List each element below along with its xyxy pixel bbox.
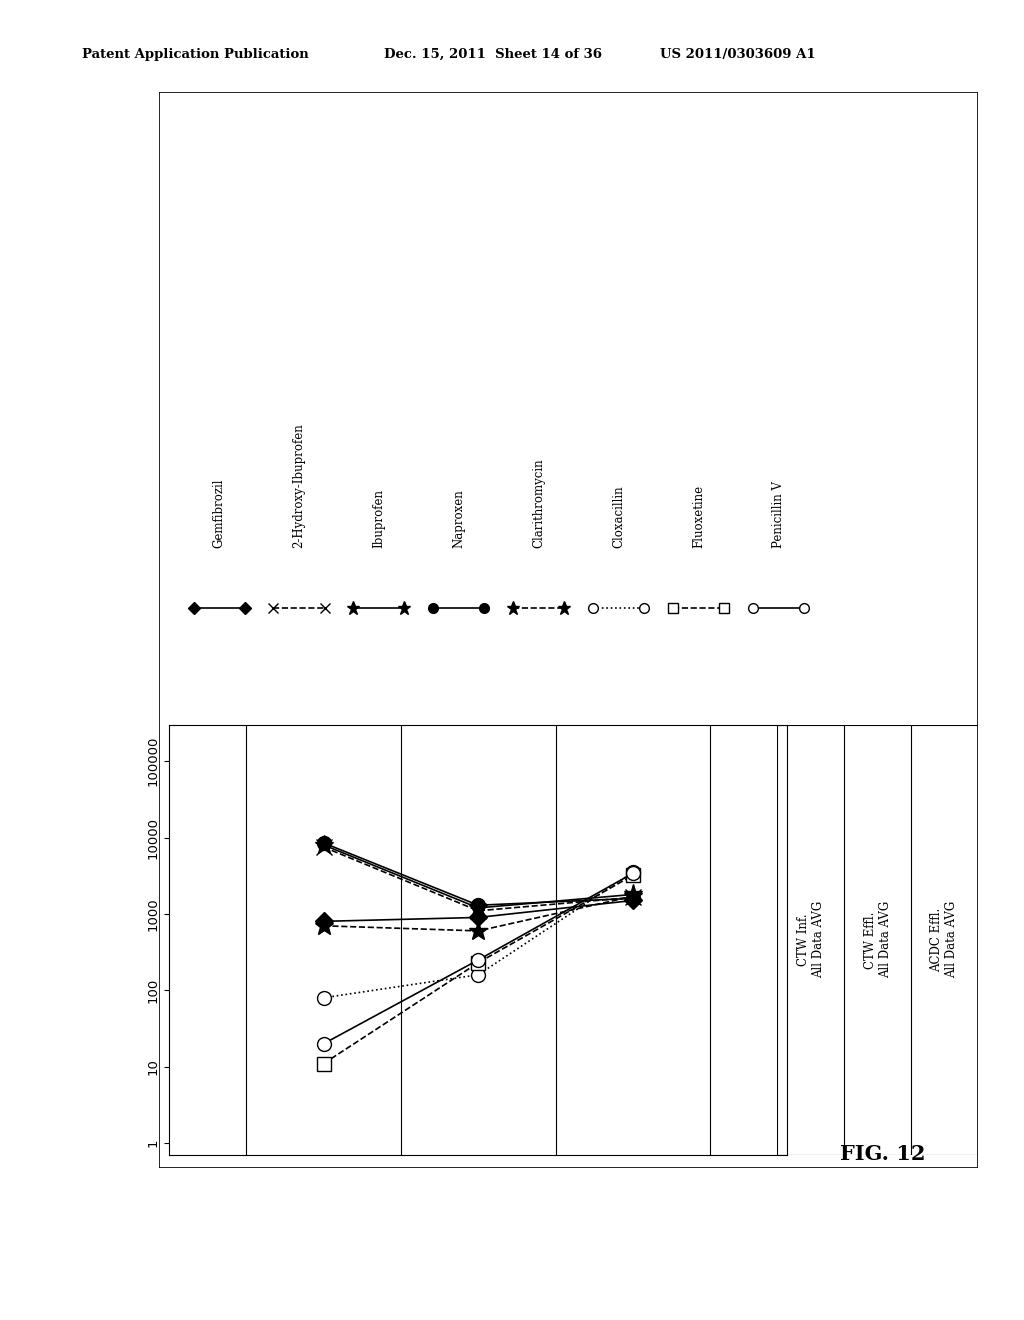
- Text: Gemfibrozil: Gemfibrozil: [213, 478, 225, 548]
- Text: Patent Application Publication: Patent Application Publication: [82, 48, 308, 61]
- Text: 2-Hydroxy-Ibuprofen: 2-Hydroxy-Ibuprofen: [293, 422, 305, 548]
- Text: Ibuprofen: Ibuprofen: [373, 488, 385, 548]
- Text: Dec. 15, 2011  Sheet 14 of 36: Dec. 15, 2011 Sheet 14 of 36: [384, 48, 602, 61]
- Text: US 2011/0303609 A1: US 2011/0303609 A1: [660, 48, 816, 61]
- Text: Clarithromycin: Clarithromycin: [532, 458, 545, 548]
- Text: FIG. 12: FIG. 12: [840, 1144, 925, 1164]
- Text: Cloxacillin: Cloxacillin: [612, 484, 625, 548]
- Text: Penicillin V: Penicillin V: [772, 480, 784, 548]
- Text: ACDC Effl.
All Data AVG: ACDC Effl. All Data AVG: [931, 902, 958, 978]
- Text: Fluoxetine: Fluoxetine: [692, 484, 705, 548]
- Text: CTW Inf.
All Data AVG: CTW Inf. All Data AVG: [797, 902, 824, 978]
- Text: Naproxen: Naproxen: [453, 488, 465, 548]
- Text: CTW Effl.
All Data AVG: CTW Effl. All Data AVG: [863, 902, 892, 978]
